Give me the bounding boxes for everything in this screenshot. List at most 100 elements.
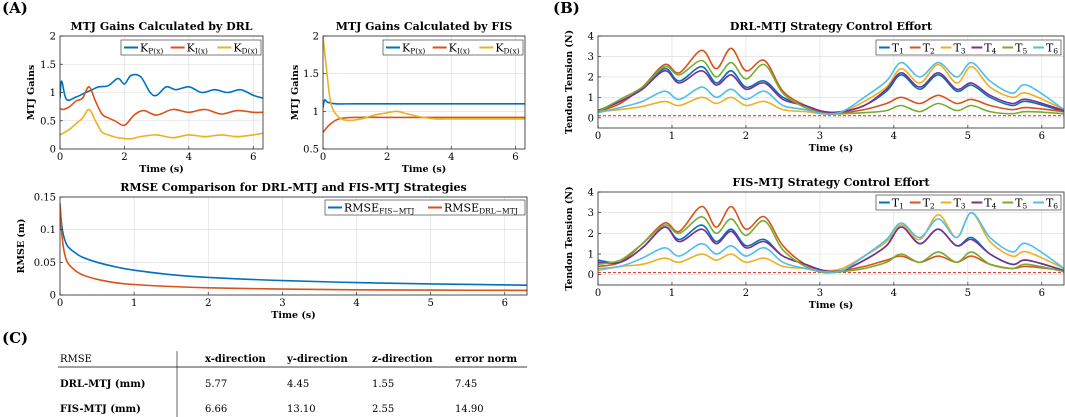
legend: KP(x) KI(x) KD(x) — [120, 39, 262, 56]
legend-label: KI(x) — [449, 42, 470, 56]
axes-box — [597, 35, 1065, 129]
chart-rmse-comparison: RMSE Comparison for DRL-MTJ and FIS-MTJ … — [16, 181, 528, 321]
x-tick-label: 2 — [205, 298, 211, 309]
table-cell: 14.90 — [455, 404, 484, 415]
series-line-t-4 — [598, 226, 1064, 273]
x-tick-label: 6 — [1039, 288, 1045, 299]
legend-label: T5 — [1015, 42, 1027, 56]
panel-label-c: (C) — [2, 329, 28, 347]
series-line-t-4 — [598, 70, 1064, 114]
table-cell: 13.10 — [287, 404, 316, 415]
y-tick-label: 0.5 — [40, 116, 56, 127]
legend-label: T1 — [892, 197, 904, 211]
x-tick-label: 5 — [965, 131, 971, 142]
x-tick-label: 4 — [448, 152, 454, 163]
chart-drl-gains: MTJ Gains Calculated by DRL 0 2 4 6 0 0.5 1 1.5 2… — [26, 20, 264, 175]
series-line-t-5 — [598, 215, 1064, 274]
rmse-table: RMSE x-direction y-direction z-direction… — [58, 351, 527, 417]
series-line-k-i-x- — [60, 86, 263, 127]
x-tick-label: 6 — [502, 298, 508, 309]
legend: T1 T2 T3 T4 T5 T6 — [875, 194, 1062, 211]
x-axis-label: Time (s) — [809, 300, 853, 311]
legend-label: T6 — [1046, 197, 1058, 211]
x-axis-label: Time (s) — [271, 310, 315, 321]
table-header-cell: error norm — [455, 354, 518, 365]
y-tick-label: 1 — [588, 250, 594, 261]
legend-box — [875, 39, 1062, 56]
table-cell: 7.45 — [455, 379, 477, 390]
series-line-t-6 — [598, 211, 1064, 273]
y-tick-label: 2 — [50, 32, 56, 43]
legend-label: T6 — [1046, 42, 1058, 56]
y-tick-label: 1.5 — [303, 69, 319, 80]
y-tick-label: 0.05 — [34, 258, 56, 269]
legend-label: KD(x) — [495, 42, 519, 56]
legend-label: KD(x) — [233, 42, 257, 56]
legend-label: KP(x) — [402, 42, 425, 56]
y-tick-label: 0.5 — [303, 145, 319, 156]
legend-label: KP(x) — [140, 42, 163, 56]
chart-title: MTJ Gains Calculated by DRL — [70, 20, 252, 33]
axes-box — [597, 191, 1065, 286]
y-tick-label: 1 — [50, 88, 56, 99]
x-tick-label: 1 — [131, 298, 137, 309]
series-line-rmse-fis-mtj — [60, 203, 527, 286]
chart-title: FIS-MTJ Strategy Control Effort — [732, 176, 930, 189]
table-header-cell: z-direction — [372, 354, 433, 365]
x-tick-label: 4 — [186, 152, 192, 163]
panel-label-a: (A) — [2, 0, 28, 17]
x-tick-label: 6 — [250, 152, 256, 163]
legend-label: T3 — [953, 42, 965, 56]
chart-fis-control-effort: FIS-MTJ Strategy Control Effort 0 1 2 3 4 5 6 0 1… — [564, 176, 1065, 311]
table-header-cell: x-direction — [205, 354, 267, 365]
y-tick-label: 0 — [50, 291, 56, 302]
y-tick-label: 0.15 — [34, 193, 56, 204]
x-axis-label: Time (s) — [402, 164, 446, 175]
y-tick-label: 4 — [588, 32, 594, 43]
table-cell: 4.45 — [287, 379, 309, 390]
x-tick-label: 5 — [965, 288, 971, 299]
table-cell: 1.55 — [372, 379, 394, 390]
axes-box — [322, 35, 526, 150]
x-axis-label: Time (s) — [139, 164, 183, 175]
table-header-cell: RMSE — [60, 354, 92, 365]
x-tick-label: 0 — [320, 152, 326, 163]
x-tick-label: 4 — [353, 298, 359, 309]
legend-label: T3 — [953, 197, 965, 211]
series-line-t-6 — [598, 61, 1064, 115]
table-header-cell: y-direction — [286, 354, 349, 365]
y-tick-label: 3 — [588, 208, 594, 219]
x-tick-label: 0 — [57, 152, 63, 163]
table-cell: 2.55 — [372, 404, 394, 415]
y-tick-label: 4 — [588, 188, 594, 199]
y-tick-label: 1.5 — [40, 60, 56, 71]
legend-label: T4 — [984, 42, 996, 56]
legend-label: RMSEDRL−MTJ — [444, 202, 518, 216]
series-line-k-i-x- — [323, 116, 525, 133]
legend-label: KI(x) — [187, 42, 208, 56]
table-cell: 5.77 — [205, 379, 227, 390]
x-tick-label: 3 — [817, 131, 823, 142]
legend-label: T5 — [1015, 197, 1027, 211]
x-tick-label: 0 — [595, 131, 601, 142]
y-axis-label: Tendon Tension (N) — [564, 30, 575, 134]
legend-box — [324, 199, 526, 216]
y-tick-label: 2 — [313, 32, 319, 43]
legend-label: RMSEFIS−MTJ — [344, 202, 414, 216]
axes-box — [59, 196, 528, 296]
y-tick-label: 0 — [50, 145, 56, 156]
series-line-k-d-x- — [323, 36, 525, 122]
table-row-label: DRL-MTJ (mm) — [60, 379, 146, 390]
table-row-label: FIS-MTJ (mm) — [60, 404, 141, 415]
x-tick-label: 2 — [121, 152, 127, 163]
x-tick-label: 5 — [427, 298, 433, 309]
series-line-k-p-x- — [323, 99, 525, 108]
y-tick-label: 0.1 — [40, 225, 56, 236]
legend-label: T4 — [984, 197, 996, 211]
legend-box — [875, 194, 1062, 211]
chart-fis-gains: MTJ Gains Calculated by FIS 0 2 4 6 0.5 1 1.5 2 T… — [290, 20, 526, 175]
series-line-k-p-x- — [60, 73, 263, 101]
y-axis-label: MTJ Gains — [26, 65, 37, 121]
chart-title: DRL-MTJ Strategy Control Effort — [730, 20, 933, 33]
